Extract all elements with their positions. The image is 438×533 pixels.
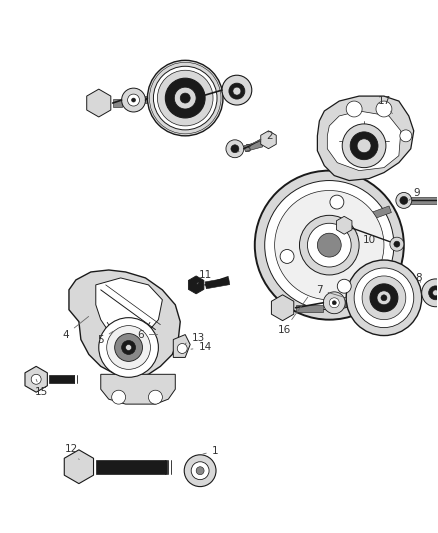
Bar [344, 206, 392, 229]
Text: 7: 7 [316, 285, 343, 297]
Circle shape [153, 66, 217, 130]
Circle shape [346, 101, 362, 117]
Text: 8: 8 [415, 273, 422, 283]
Bar [244, 141, 263, 151]
Polygon shape [327, 111, 401, 171]
Text: 10: 10 [357, 233, 376, 245]
Text: 13: 13 [185, 333, 205, 343]
Circle shape [233, 87, 241, 95]
Circle shape [157, 70, 213, 126]
Polygon shape [272, 295, 294, 321]
Text: 4: 4 [63, 317, 88, 340]
Circle shape [323, 292, 345, 314]
Polygon shape [173, 335, 190, 358]
Text: 2: 2 [245, 131, 273, 147]
Circle shape [112, 390, 126, 404]
Polygon shape [336, 216, 352, 234]
Circle shape [131, 98, 135, 102]
Circle shape [148, 60, 223, 136]
Text: 3: 3 [237, 144, 251, 154]
Circle shape [400, 197, 408, 204]
Circle shape [280, 249, 294, 263]
Circle shape [376, 101, 392, 117]
Polygon shape [188, 276, 204, 294]
Text: 12: 12 [64, 444, 79, 459]
Text: 17: 17 [377, 96, 392, 114]
Circle shape [318, 233, 341, 257]
Circle shape [31, 374, 41, 384]
Polygon shape [96, 278, 162, 340]
Circle shape [350, 132, 378, 160]
Text: 1: 1 [203, 446, 218, 456]
Circle shape [394, 241, 400, 247]
Circle shape [300, 215, 359, 275]
Circle shape [122, 88, 145, 112]
Circle shape [337, 279, 351, 293]
Circle shape [180, 93, 190, 103]
Circle shape [396, 192, 412, 208]
Polygon shape [261, 131, 276, 149]
Circle shape [99, 318, 159, 377]
Circle shape [191, 462, 209, 480]
Polygon shape [64, 450, 94, 483]
Bar [404, 197, 438, 204]
Circle shape [390, 237, 404, 251]
Circle shape [332, 301, 336, 305]
Circle shape [177, 343, 187, 353]
Bar [96, 460, 167, 474]
Circle shape [165, 78, 205, 118]
Circle shape [307, 223, 351, 267]
Circle shape [362, 276, 406, 320]
Circle shape [226, 140, 244, 158]
Circle shape [422, 279, 438, 307]
Circle shape [346, 260, 422, 336]
Bar [205, 94, 222, 101]
Circle shape [354, 268, 414, 328]
Bar [296, 305, 323, 312]
Circle shape [255, 171, 404, 320]
Circle shape [381, 295, 387, 301]
Circle shape [342, 124, 386, 168]
Circle shape [377, 291, 391, 305]
Circle shape [122, 341, 135, 354]
Polygon shape [101, 374, 175, 404]
Circle shape [357, 139, 371, 153]
Circle shape [184, 455, 216, 487]
Circle shape [429, 286, 438, 300]
Circle shape [265, 181, 394, 310]
Circle shape [229, 83, 245, 99]
Text: 11: 11 [197, 270, 212, 284]
Polygon shape [87, 89, 111, 117]
Text: 16: 16 [278, 297, 308, 335]
Bar [205, 278, 230, 289]
Circle shape [174, 87, 196, 109]
Circle shape [433, 290, 438, 296]
Circle shape [107, 326, 150, 369]
Polygon shape [25, 366, 47, 392]
Circle shape [329, 298, 339, 308]
Circle shape [275, 190, 384, 300]
Bar [49, 375, 74, 383]
Circle shape [400, 130, 412, 142]
Text: 5: 5 [97, 331, 113, 344]
Text: 9: 9 [409, 189, 420, 200]
Bar [345, 300, 346, 307]
Circle shape [196, 467, 204, 475]
Text: 6: 6 [137, 329, 158, 340]
Circle shape [127, 94, 140, 106]
Circle shape [148, 390, 162, 404]
Circle shape [222, 75, 252, 105]
Text: 15: 15 [35, 379, 48, 397]
Text: 14: 14 [191, 343, 212, 352]
Polygon shape [69, 270, 180, 377]
Bar [145, 96, 148, 103]
Circle shape [115, 334, 142, 361]
Bar [113, 99, 122, 107]
Bar [406, 290, 422, 297]
Polygon shape [318, 96, 414, 181]
Circle shape [231, 145, 239, 153]
Circle shape [370, 284, 398, 312]
Circle shape [126, 344, 131, 351]
Circle shape [330, 195, 344, 209]
